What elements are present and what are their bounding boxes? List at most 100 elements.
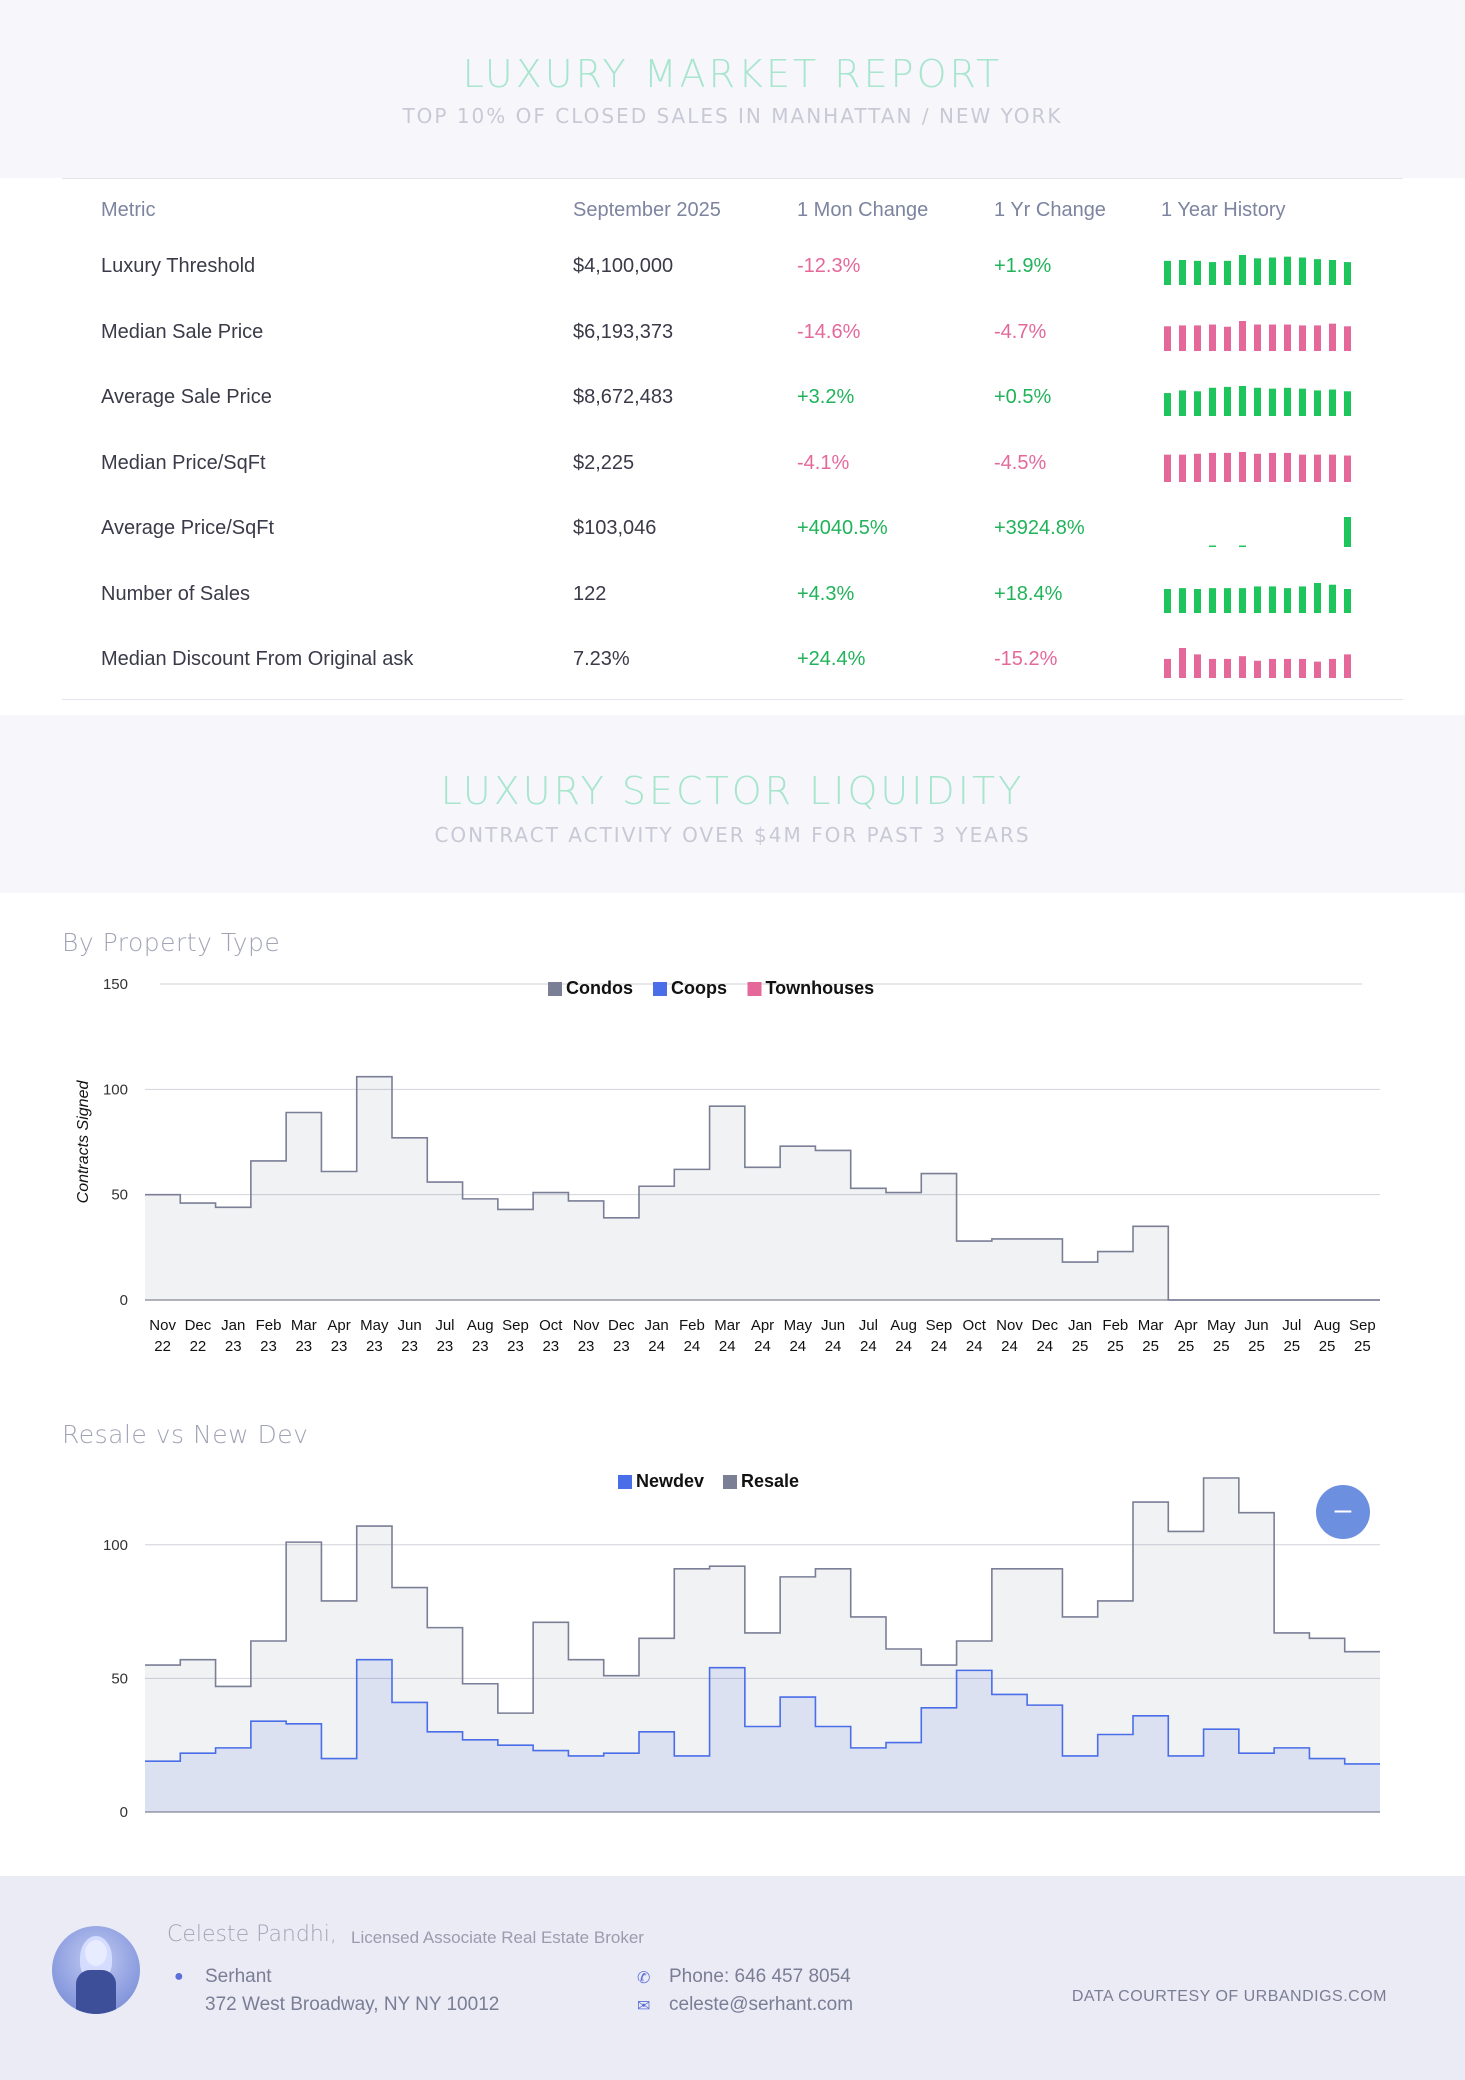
series-line-condos xyxy=(145,1075,1380,1301)
history-bar xyxy=(1239,656,1246,678)
history-sparkline xyxy=(1164,255,1351,285)
history-bar xyxy=(1254,453,1261,482)
history-bar xyxy=(1164,588,1171,613)
year-change: +18.4% xyxy=(994,582,1063,605)
month-change: -4.1% xyxy=(797,451,850,474)
series-area-resale xyxy=(145,1478,1380,1812)
report-title: LUXURY MARKET REPORT xyxy=(462,52,1003,96)
history-bar xyxy=(1254,324,1261,351)
history-bar xyxy=(1254,585,1261,613)
history-bar xyxy=(1209,452,1216,482)
history-bar xyxy=(1299,257,1306,285)
history-bar xyxy=(1224,326,1231,351)
x-tick-month: Aug xyxy=(890,1317,917,1334)
history-bar xyxy=(1254,660,1261,678)
x-tick-year: 23 xyxy=(578,1338,595,1355)
history-bar xyxy=(1179,324,1186,351)
history-bar xyxy=(1194,260,1201,285)
table-row: Median Sale Price $6,193,373 -14.6% -4.7% xyxy=(62,303,1403,369)
col-value: September 2025 xyxy=(573,199,721,221)
history-bar xyxy=(1164,260,1171,285)
agent-phone[interactable]: Phone: 646 457 8054 xyxy=(669,1966,851,1987)
resale-newdev-chart: 0 50 100 Newdev Resale xyxy=(103,1471,1380,1821)
x-tick-year: 23 xyxy=(366,1338,383,1355)
x-tick-year: 24 xyxy=(789,1338,806,1355)
metric-name: Median Sale Price xyxy=(101,320,264,343)
phone-icon: ✆ xyxy=(637,1970,651,1987)
legend-swatch xyxy=(618,1475,632,1489)
x-tick-year: 22 xyxy=(154,1338,171,1355)
x-tick-year: 24 xyxy=(719,1338,736,1355)
history-bar xyxy=(1164,325,1171,351)
history-bar xyxy=(1239,386,1246,416)
metric-value: $2,225 xyxy=(573,451,635,474)
x-tick-month: Feb xyxy=(679,1317,705,1334)
history-bar xyxy=(1164,658,1171,678)
x-tick-month: Aug xyxy=(1314,1317,1341,1334)
liquidity-title: LUXURY SECTOR LIQUIDITY xyxy=(440,769,1025,813)
history-bar xyxy=(1284,587,1291,613)
x-tick-month: Jan xyxy=(1068,1317,1092,1334)
x-tick-month: Apr xyxy=(327,1317,350,1334)
table-row: Average Sale Price $8,672,483 +3.2% +0.5% xyxy=(62,368,1403,434)
agent-email[interactable]: celeste@serhant.com xyxy=(669,1994,854,2015)
history-bar xyxy=(1329,260,1336,285)
history-sparkline xyxy=(1164,320,1351,351)
year-change: +3924.8% xyxy=(994,517,1085,539)
legend-swatch xyxy=(653,982,667,996)
year-change: -4.7% xyxy=(994,320,1047,343)
history-sparkline xyxy=(1209,517,1351,547)
history-bar xyxy=(1224,452,1231,482)
legend-label: Resale xyxy=(741,1471,799,1491)
history-bar xyxy=(1344,391,1351,416)
history-bar xyxy=(1314,661,1321,678)
legend-swatch xyxy=(747,982,762,996)
collapse-button[interactable]: – xyxy=(1316,1485,1370,1539)
x-tick-month: Jul xyxy=(1282,1317,1301,1334)
x-tick-year: 24 xyxy=(825,1338,842,1355)
history-bar xyxy=(1329,658,1336,678)
history-sparkline xyxy=(1164,386,1351,416)
liquidity-subtitle: CONTRACT ACTIVITY OVER $4M FOR PAST 3 YE… xyxy=(434,823,1031,847)
x-tick-year: 24 xyxy=(1001,1338,1018,1355)
x-tick-month: Sep xyxy=(502,1317,529,1334)
x-tick-year: 25 xyxy=(1142,1338,1159,1355)
x-tick-month: May xyxy=(360,1317,389,1334)
series-line-resale xyxy=(145,1477,1380,1714)
history-bar xyxy=(1179,648,1186,678)
x-tick-year: 25 xyxy=(1107,1338,1124,1355)
history-sparkline xyxy=(1164,648,1351,678)
history-bar xyxy=(1329,454,1336,482)
footer xyxy=(0,1876,1465,2080)
series-area-condos xyxy=(145,1076,1380,1300)
x-tick-month: Oct xyxy=(963,1317,987,1334)
x-tick-month: May xyxy=(784,1317,813,1334)
month-change: +24.4% xyxy=(797,648,866,670)
x-tick-year: 23 xyxy=(401,1338,418,1355)
x-tick-year: 23 xyxy=(225,1338,242,1355)
history-sparkline xyxy=(1164,582,1351,613)
table-row: Number of Sales 122 +4.3% +18.4% xyxy=(62,565,1403,631)
x-tick-month: Dec xyxy=(608,1317,635,1334)
history-bar xyxy=(1299,454,1306,482)
metric-name: Number of Sales xyxy=(101,582,250,605)
x-tick-year: 23 xyxy=(295,1338,312,1355)
history-bar xyxy=(1329,323,1336,351)
history-bar xyxy=(1344,455,1351,482)
x-tick-month: Dec xyxy=(185,1317,212,1334)
x-tick-year: 24 xyxy=(931,1338,948,1355)
x-tick-month: Mar xyxy=(291,1317,317,1334)
table-row: Median Discount From Original ask 7.23% +2… xyxy=(62,630,1403,696)
history-bar xyxy=(1284,324,1291,351)
metric-value: $8,672,483 xyxy=(573,386,674,408)
x-tick-year: 23 xyxy=(260,1338,277,1355)
x-tick-year: 23 xyxy=(507,1338,524,1355)
history-sparkline xyxy=(1164,451,1351,482)
report-subtitle: TOP 10% OF CLOSED SALES IN MANHATTAN / N… xyxy=(402,104,1063,128)
x-tick-month: Jan xyxy=(221,1317,245,1334)
history-bar xyxy=(1284,452,1291,482)
x-tick-month: Mar xyxy=(714,1317,740,1334)
history-bar xyxy=(1194,654,1201,678)
history-bar xyxy=(1284,387,1291,416)
history-bar xyxy=(1179,260,1186,285)
